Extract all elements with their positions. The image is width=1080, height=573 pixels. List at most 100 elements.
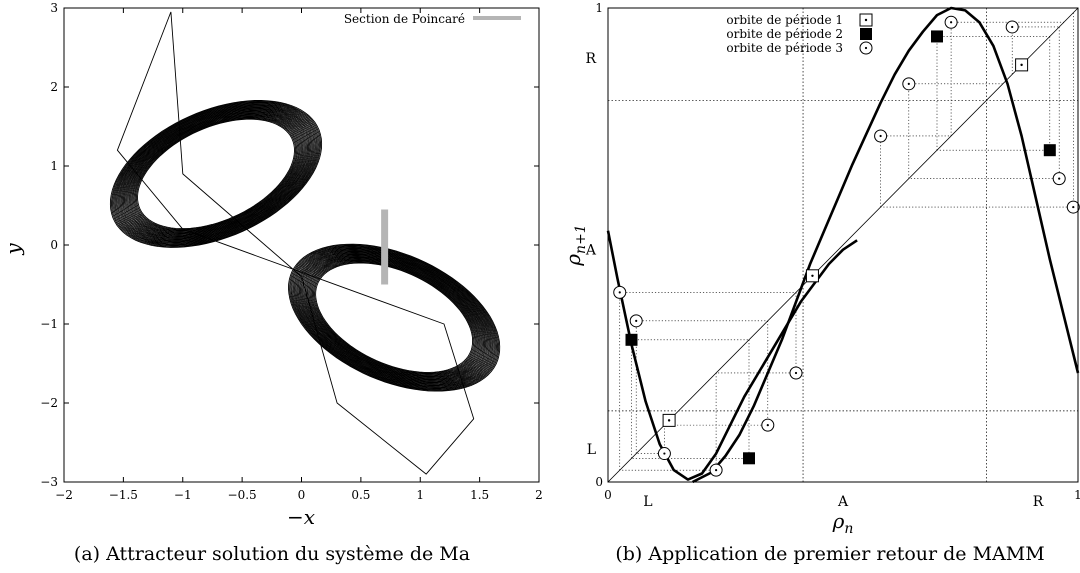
attractor-loop (137, 118, 295, 230)
axis-label-b-y-sub: n+1 (573, 224, 589, 254)
attractor-loop (118, 105, 314, 242)
map-branch (606, 230, 858, 481)
orbit-point-s3 (629, 314, 643, 328)
attractor-loop (309, 258, 479, 377)
y-tick-label-b: 0 (595, 475, 603, 489)
axis-label-b-x-sub: n (844, 521, 853, 537)
orbit-point-s3 (1052, 172, 1066, 186)
attractor-loop (288, 243, 501, 392)
x-tick-label-b: 1 (1074, 488, 1080, 502)
attractor-loop (127, 111, 305, 236)
attractor-loop (131, 114, 301, 233)
attractor-loop (111, 100, 321, 248)
legend-a-entry: Section de Poincaré (344, 12, 465, 26)
attractor-curve (109, 11, 501, 475)
legend-b-entry: orbite de période 1 (726, 13, 843, 27)
orbit-point-s3 (789, 366, 803, 380)
legend-b-entry: orbite de période 3 (726, 41, 843, 55)
attractor-loop (313, 261, 476, 375)
attractor-loop (128, 112, 304, 236)
attractor-loop (292, 246, 496, 389)
y-tick-label-a: 1 (50, 159, 58, 173)
attractor-loop (129, 113, 303, 235)
attractor-loop (314, 261, 475, 374)
attractor-loop (291, 246, 497, 390)
y-tick-label-a: −1 (40, 317, 58, 331)
attractor-loop (112, 101, 320, 247)
attractor-loop (311, 260, 477, 376)
attractor-loop (315, 262, 474, 373)
attractor-loop (308, 258, 480, 378)
y-tick-label-a: 0 (50, 238, 58, 252)
legend-b-marker (859, 41, 873, 55)
y-tick-label-b: 1 (595, 1, 603, 15)
y-tick-label-a: 3 (50, 1, 58, 15)
orbit-point-s3 (761, 418, 775, 432)
axis-label-a-x: −x (287, 505, 315, 529)
attractor-loop (115, 103, 317, 245)
x-tick-label-a: −1 (174, 488, 192, 502)
attractor-loop (299, 252, 489, 384)
y-tick-label-a: −3 (40, 475, 58, 489)
legend-b-entry: orbite de période 2 (726, 27, 843, 41)
attractor-loop (301, 252, 488, 383)
x-tick-label-a: 1.5 (470, 488, 489, 502)
attractor-loop (295, 249, 493, 387)
attractor-loop (121, 108, 311, 240)
x-tick-label-a: 0 (298, 488, 306, 502)
orbit-point-s1 (805, 269, 819, 283)
attractor-loop (134, 117, 298, 231)
panel-b-frame (607, 7, 1079, 483)
orbit-point-s3 (657, 447, 671, 461)
axis-label-b-x-main: ρ (832, 509, 845, 533)
attractor-loop (109, 99, 323, 248)
region-label-y: L (587, 442, 596, 458)
x-tick-label-b: 0 (604, 488, 612, 502)
orbit-markers (613, 15, 1080, 477)
region-label-x: L (643, 494, 652, 510)
attractor-loop (303, 254, 486, 382)
legend-a: Section de Poincaré (344, 12, 521, 26)
attractor-loop (120, 107, 312, 241)
map-branches (606, 6, 1080, 484)
axis-label-a-y: y (1, 243, 25, 256)
attractor-loop (119, 106, 313, 242)
legend-b-marker (860, 28, 872, 40)
axis-label-b-x: ρn (832, 509, 854, 537)
orbit-point-s2 (625, 333, 638, 346)
attractor-loop (302, 253, 487, 382)
attractor-loop (294, 248, 494, 388)
orbit-point-s3 (874, 129, 888, 143)
orbit-point-s2 (931, 30, 943, 43)
orbit-point-s3 (902, 77, 916, 91)
attractor-loop (125, 110, 307, 238)
attractor-loop (305, 255, 483, 380)
partition-lines (608, 8, 1078, 482)
region-label-x: A (837, 494, 849, 510)
x-tick-label-a: 0.5 (351, 488, 370, 502)
axis-label-b-y-main: ρ (561, 254, 585, 267)
region-label-x: R (1033, 494, 1044, 510)
orbit-point-s3 (1066, 200, 1080, 214)
attractor-loop (122, 108, 310, 239)
attractor-loop (116, 104, 316, 244)
attractor-loop (293, 247, 495, 388)
y-tick-label-a: 2 (50, 80, 58, 94)
orbit-point-s2 (743, 452, 755, 465)
y-tick-label-a: −2 (40, 396, 58, 410)
orbit-point-s1 (1015, 58, 1029, 72)
panel-a-frame (63, 7, 540, 483)
region-label-y: R (585, 51, 596, 67)
attractor-loop (124, 109, 308, 239)
orbit-point-s3 (709, 463, 723, 477)
attractor-loop (113, 102, 319, 246)
attractor-loop (296, 249, 492, 386)
attractor-outer-arc (116, 11, 475, 475)
x-tick-label-a: −2 (55, 488, 73, 502)
attractor-loop (135, 117, 297, 230)
orbit-point-s3 (1005, 20, 1019, 34)
